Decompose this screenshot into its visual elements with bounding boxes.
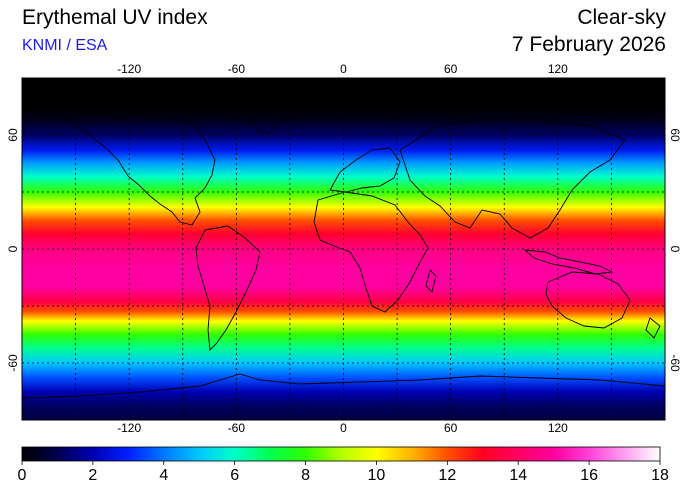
coastline-south-america (195, 225, 261, 351)
coastline-europe (329, 147, 401, 193)
colorbar-tick-label: 16 (580, 467, 598, 484)
map-area (21, 77, 666, 421)
map-frame (21, 77, 666, 421)
map-title: Erythemal UV index (22, 6, 208, 29)
colorbar-tick-label: 18 (651, 467, 669, 484)
lon-tick-label-top: -120 (117, 62, 141, 76)
coastlines (21, 95, 666, 399)
colorbar-tick-label: 0 (18, 467, 27, 484)
date-label: 7 February 2026 (511, 33, 666, 56)
lon-tick-label-top: 60 (444, 62, 458, 76)
coastline-indonesia (523, 249, 614, 275)
axis-labels: -120 -120 -60 -60 0 0 60 60 120 120 60 60 0 0 -60 -60 (6, 62, 682, 435)
lon-tick-label-bottom: 60 (444, 421, 458, 435)
colorbar-ticks: 0 2 4 6 8 10 12 14 16 18 (18, 461, 669, 484)
sky-condition-label: Clear-sky (577, 6, 666, 29)
lon-tick-label-bottom: -120 (117, 421, 141, 435)
lat-tick-label-right: -60 (668, 354, 682, 372)
colorbar-tick-label: 10 (368, 467, 386, 484)
lat-tick-label-left: -60 (6, 354, 20, 372)
colorbar-tick-label: 4 (159, 467, 168, 484)
colorbar-tick-label: 14 (509, 467, 527, 484)
lat-tick-label-right: 0 (668, 246, 682, 253)
lat-tick-label-right: 60 (668, 128, 682, 142)
lon-tick-label-bottom: 120 (548, 421, 568, 435)
lon-tick-label-top: 0 (340, 62, 347, 76)
colorbar-tick-label: 8 (301, 467, 310, 484)
coastline-madagascar (425, 269, 437, 293)
colorbar-tick-label: 6 (230, 467, 239, 484)
colorbar-tick-label: 2 (88, 467, 97, 484)
coastline-asia (399, 117, 626, 239)
coastline-africa (313, 191, 429, 313)
lon-tick-label-bottom: 0 (340, 421, 347, 435)
lat-tick-label-left: 60 (6, 128, 20, 142)
coastline-australia (545, 271, 631, 329)
coastline-antarctica (21, 373, 666, 399)
coastline-north-america (69, 109, 216, 226)
credit-label: KNMI / ESA (22, 37, 108, 54)
colorbar: 0 2 4 6 8 10 12 14 16 18 (18, 446, 669, 484)
lon-tick-label-top: 120 (548, 62, 568, 76)
coastline-greenland (244, 95, 291, 135)
lon-tick-label-bottom: -60 (228, 421, 246, 435)
colorbar-scale (21, 446, 661, 462)
coastline-new-zealand (645, 317, 661, 339)
colorbar-tick-label: 12 (438, 467, 456, 484)
lon-tick-label-top: -60 (228, 62, 246, 76)
graticule (22, 78, 665, 420)
lat-tick-label-left: 0 (6, 245, 20, 252)
